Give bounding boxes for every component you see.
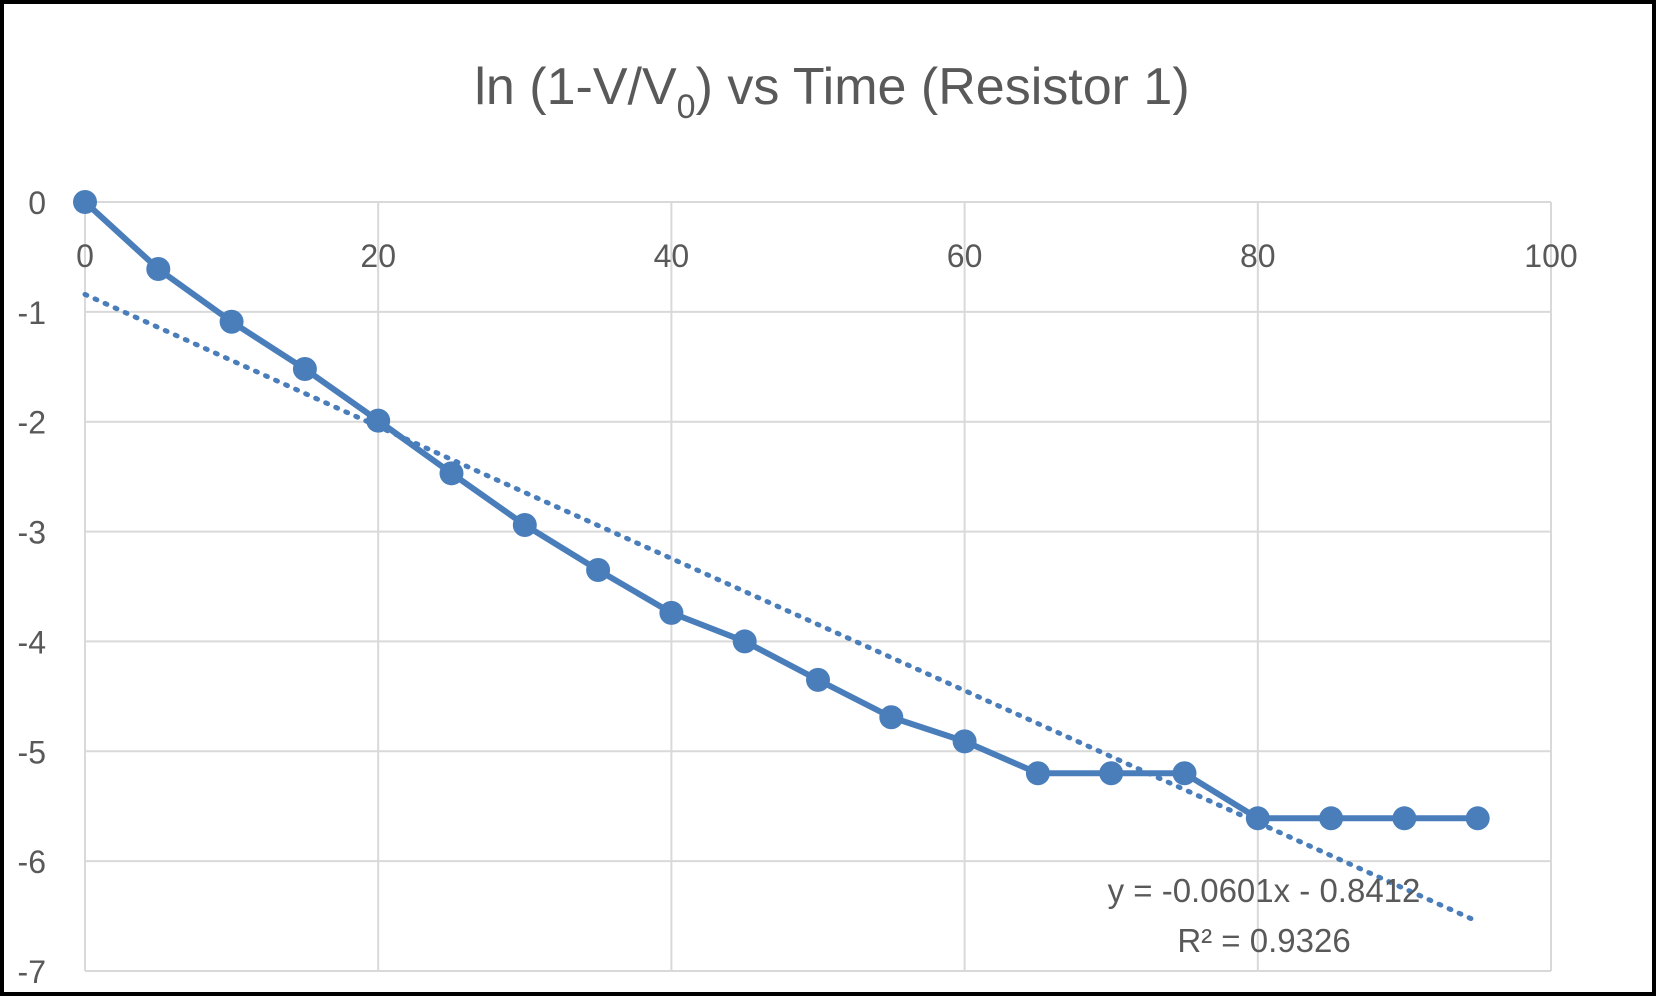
trendline — [82, 291, 1481, 925]
x-tick-label: 0 — [76, 238, 94, 274]
data-point — [952, 729, 977, 754]
data-point — [512, 512, 537, 537]
data-point — [219, 309, 244, 334]
y-tick-label: -1 — [18, 295, 46, 331]
tick-label-layer: 0 -1 -2 -3 -4 -5 -6 -7 0 20 40 60 80 100 — [18, 185, 1578, 990]
data-point — [732, 629, 757, 654]
y-tick-label: -7 — [18, 954, 46, 990]
grid-layer — [84, 201, 1552, 972]
chart-title-subscript: 0 — [677, 88, 696, 126]
y-tick-label: 0 — [28, 185, 46, 221]
data-point — [1319, 806, 1344, 831]
data-point — [1172, 761, 1197, 786]
data-point — [1025, 761, 1050, 786]
chart-title-prefix: ln (1-V/V — [474, 58, 677, 116]
x-tick-label: 40 — [654, 238, 690, 274]
data-point — [586, 558, 611, 583]
chart-svg: ln (1-V/V0) vs Time (Resistor 1) 0-1-2-3… — [18, 58, 1578, 990]
y-tick-label: -3 — [18, 515, 46, 551]
data-point — [1099, 761, 1124, 786]
trendline-r-squared: R² = 0.9326 — [1177, 922, 1350, 959]
trendline-layer — [82, 291, 1481, 925]
chart-title-suffix: ) vs Time (Resistor 1) — [696, 58, 1190, 116]
data-point — [146, 257, 171, 282]
y-tick-label: -5 — [18, 734, 46, 770]
data-point — [292, 356, 317, 381]
chart-title: ln (1-V/V0) vs Time (Resistor 1) — [474, 58, 1189, 126]
trendline-equation: y = -0.0601x - 0.8412 — [1108, 872, 1421, 909]
x-tick-label: 60 — [947, 238, 983, 274]
x-tick-label: 100 — [1524, 238, 1577, 274]
data-point — [1465, 806, 1490, 831]
y-tick-label: -6 — [18, 844, 46, 880]
data-point — [366, 408, 391, 433]
data-point — [879, 705, 904, 730]
y-tick-label: -4 — [18, 624, 46, 660]
data-point — [1245, 806, 1270, 831]
data-point — [659, 600, 684, 625]
x-tick-label: 80 — [1240, 238, 1276, 274]
data-point — [439, 461, 464, 486]
data-point — [73, 190, 97, 214]
series-layer — [73, 190, 1490, 831]
data-point — [806, 667, 830, 692]
x-tick-label: 20 — [360, 238, 396, 274]
y-tick-label: -2 — [18, 405, 46, 441]
series-line — [82, 199, 1478, 822]
data-point — [1392, 806, 1417, 831]
